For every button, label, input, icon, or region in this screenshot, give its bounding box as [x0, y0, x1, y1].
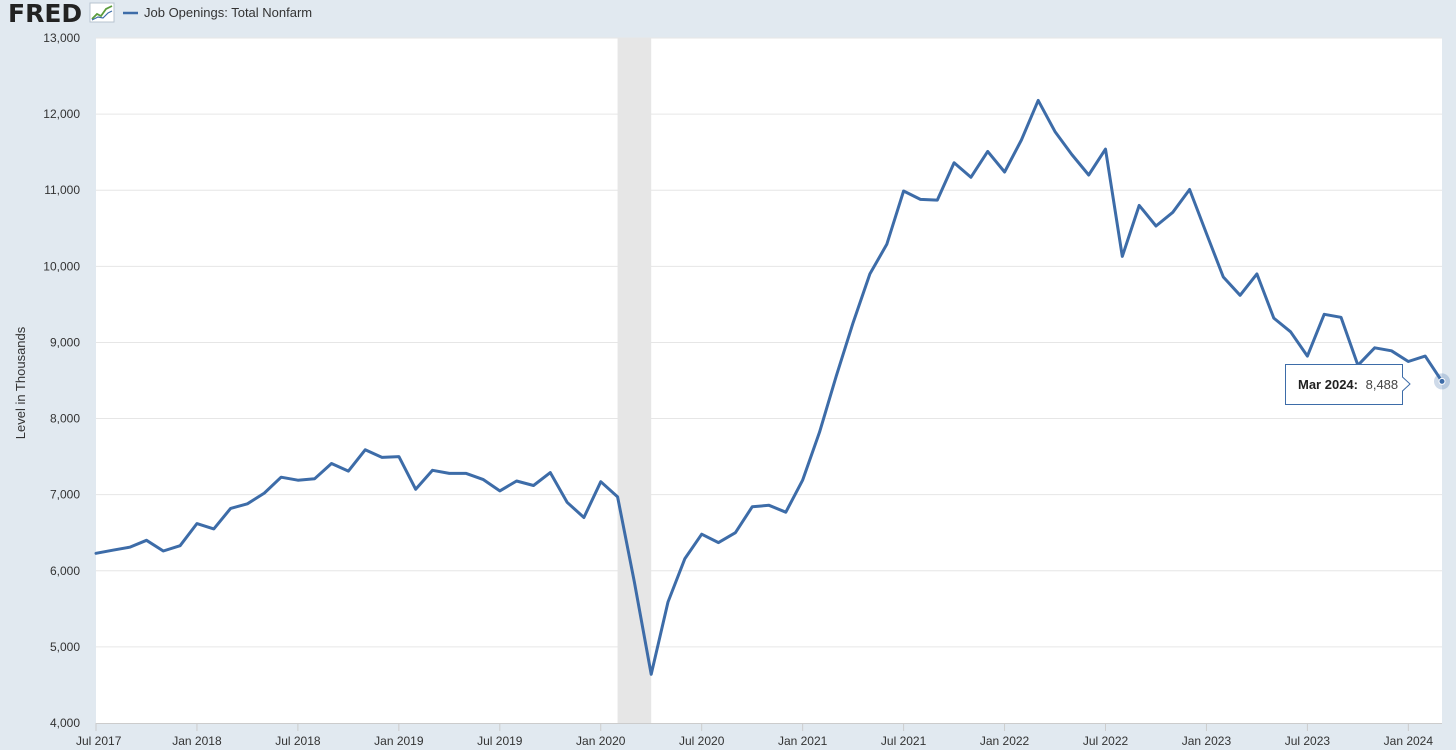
tooltip-label: Mar 2024: — [1298, 377, 1358, 392]
x-tick-label: Jan 2018 — [172, 734, 222, 748]
x-tick-label: Jul 2018 — [275, 734, 321, 748]
y-tick-label: 10,000 — [43, 259, 80, 273]
hover-point[interactable] — [1438, 377, 1446, 385]
x-tick-label: Jan 2020 — [576, 734, 626, 748]
trend-icon — [89, 2, 115, 23]
x-tick-label: Jan 2021 — [778, 734, 828, 748]
header: FRED Job Openings: Total Nonfarm — [8, 0, 312, 28]
y-tick-label: 8,000 — [50, 412, 80, 426]
y-tick-label: 6,000 — [50, 564, 80, 578]
legend-label[interactable]: Job Openings: Total Nonfarm — [144, 5, 312, 20]
tooltip-value: 8,488 — [1366, 377, 1399, 392]
x-tick-label: Jul 2021 — [881, 734, 927, 748]
recession-band — [617, 38, 652, 723]
x-tick-label: Jul 2022 — [1083, 734, 1129, 748]
y-axis-label: Level in Thousands — [13, 326, 28, 439]
x-tick-label: Jan 2022 — [980, 734, 1030, 748]
x-tick-label: Jan 2024 — [1384, 734, 1434, 748]
recession-shading — [617, 38, 652, 723]
fred-logo[interactable]: FRED — [8, 0, 82, 28]
y-axis-ticks: 4,000 5,000 6,000 7,000 8,000 9,000 10,000 11,0… — [43, 31, 80, 730]
y-tick-label: 4,000 — [50, 716, 80, 730]
x-tick-label: Jul 2019 — [477, 734, 523, 748]
y-tick-label: 13,000 — [43, 31, 80, 45]
y-tick-label: 7,000 — [50, 488, 80, 502]
x-tick-label: Jul 2020 — [679, 734, 725, 748]
y-tick-label: 9,000 — [50, 335, 80, 349]
plot-area — [96, 38, 1442, 723]
tooltip-box — [1285, 364, 1411, 405]
svg-text:Mar 2024: 8,488: Mar 2024: 8,488 — [1298, 377, 1398, 392]
x-tick-label: Jul 2017 — [76, 734, 122, 748]
series-layer — [94, 98, 1450, 676]
x-axis-ticks: Jul 2017 Jan 2018 Jul 2018 Jan 2019 Jul 2019… — [76, 723, 1442, 748]
y-tick-label: 11,000 — [44, 183, 80, 197]
x-tick-label: Jul 2023 — [1285, 734, 1331, 748]
y-tick-label: 5,000 — [50, 640, 80, 654]
x-tick-label: Jan 2023 — [1182, 734, 1232, 748]
x-tick-label: Jan 2019 — [374, 734, 424, 748]
tooltip: Mar 2024: 8,488 — [1285, 364, 1411, 405]
series-line[interactable] — [94, 98, 1444, 676]
y-tick-label: 12,000 — [43, 107, 80, 121]
